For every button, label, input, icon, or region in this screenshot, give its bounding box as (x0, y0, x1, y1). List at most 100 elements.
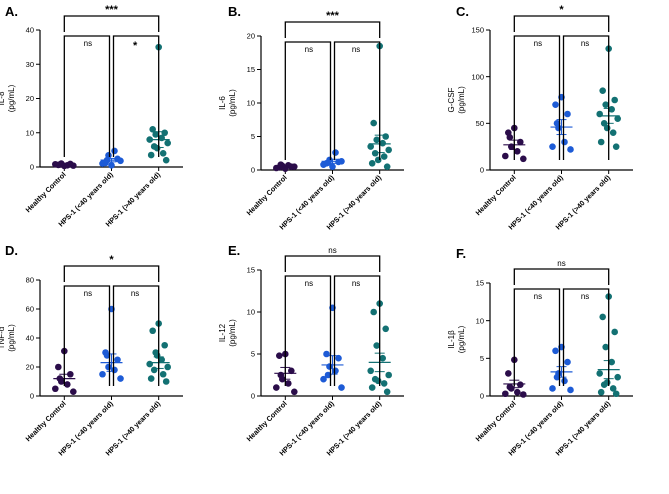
significance-bracket (112, 285, 160, 386)
data-point (111, 366, 118, 374)
data-point (611, 328, 618, 336)
significance-label: ns (305, 279, 313, 288)
y-tick-label: 10 (476, 316, 484, 325)
significance-label: ns (534, 39, 542, 48)
x-tick-label: Healthy Control (245, 399, 289, 443)
data-point (383, 388, 391, 396)
significance-bracket (112, 35, 160, 157)
significance-label: ns (352, 279, 360, 288)
data-point (597, 388, 605, 396)
significance-label: ns (328, 246, 336, 255)
data-point (99, 370, 106, 378)
x-tick-label: Healthy Control (24, 399, 68, 443)
panel-letter: B. (228, 4, 241, 19)
significance-bracket (284, 21, 381, 38)
data-point (371, 149, 379, 157)
data-point (367, 367, 374, 375)
y-tick-label: 15 (247, 65, 255, 74)
data-point (602, 343, 609, 351)
data-point (326, 363, 333, 370)
data-point (149, 126, 156, 133)
data-point (70, 388, 77, 395)
data-point (596, 370, 603, 377)
data-point (370, 119, 377, 127)
data-point (67, 370, 74, 378)
y-axis-unit: (pg/mL) (7, 324, 16, 352)
significance-bracket (562, 288, 610, 386)
data-point (561, 138, 568, 146)
y-tick-label: 5 (480, 354, 484, 363)
y-tick-label: 40 (26, 26, 34, 35)
x-tick-label: Healthy Control (24, 170, 68, 214)
data-point (552, 101, 559, 108)
y-tick-label: 0 (480, 166, 484, 175)
data-point (285, 380, 292, 387)
data-point (370, 308, 377, 316)
data-point (146, 360, 153, 368)
data-point (383, 163, 391, 170)
y-axis-unit: (pg/mL) (7, 84, 16, 112)
data-point (597, 138, 605, 146)
data-point (164, 139, 171, 147)
data-point (159, 370, 167, 378)
significance-label: ns (581, 292, 589, 301)
y-tick-label: 0 (30, 392, 34, 401)
data-point (567, 386, 574, 394)
significance-bracket (63, 15, 160, 32)
data-point (564, 110, 571, 118)
significance-bracket (63, 265, 160, 282)
data-point (335, 354, 342, 362)
data-point (374, 156, 382, 164)
data-point (549, 143, 556, 150)
data-point (149, 327, 156, 335)
y-tick-label: 50 (476, 119, 484, 128)
data-point (612, 390, 620, 398)
data-point (147, 375, 155, 382)
data-point (614, 373, 621, 381)
data-point (55, 363, 62, 371)
y-tick-label: 15 (476, 279, 484, 288)
panel-letter: A. (5, 4, 18, 19)
data-point (603, 124, 611, 132)
data-point (368, 384, 376, 391)
y-tick-label: 150 (471, 26, 484, 35)
data-point (505, 370, 512, 377)
data-point (608, 106, 615, 113)
data-point (602, 101, 609, 108)
data-point (324, 371, 332, 379)
data-point (379, 354, 386, 362)
data-point (385, 146, 392, 154)
significance-bracket (513, 35, 561, 160)
significance-bracket (284, 275, 332, 386)
data-point (567, 146, 574, 153)
data-point (374, 377, 382, 385)
significance-bracket (333, 41, 381, 160)
data-point (506, 383, 514, 391)
y-tick-label: 30 (26, 60, 34, 69)
data-point (99, 160, 106, 167)
significance-bracket (513, 288, 561, 386)
panel-letter: F. (456, 246, 466, 261)
panel-letter: C. (456, 4, 469, 19)
y-tick-label: 20 (247, 32, 255, 41)
y-tick-label: 5 (251, 350, 255, 359)
data-point (161, 341, 168, 349)
data-point (332, 367, 339, 375)
y-tick-label: 0 (251, 166, 255, 175)
data-point (612, 143, 620, 150)
y-tick-label: 40 (26, 334, 34, 343)
data-point (609, 385, 617, 392)
significance-label: ns (581, 39, 589, 48)
significance-label: ns (305, 45, 313, 54)
data-point (164, 363, 171, 371)
data-point (517, 381, 524, 389)
data-point (603, 379, 611, 386)
significance-bracket (284, 41, 332, 160)
data-point (373, 136, 380, 144)
data-point (273, 384, 280, 391)
data-point (608, 358, 615, 366)
y-axis-label: IL-12 (218, 323, 227, 342)
